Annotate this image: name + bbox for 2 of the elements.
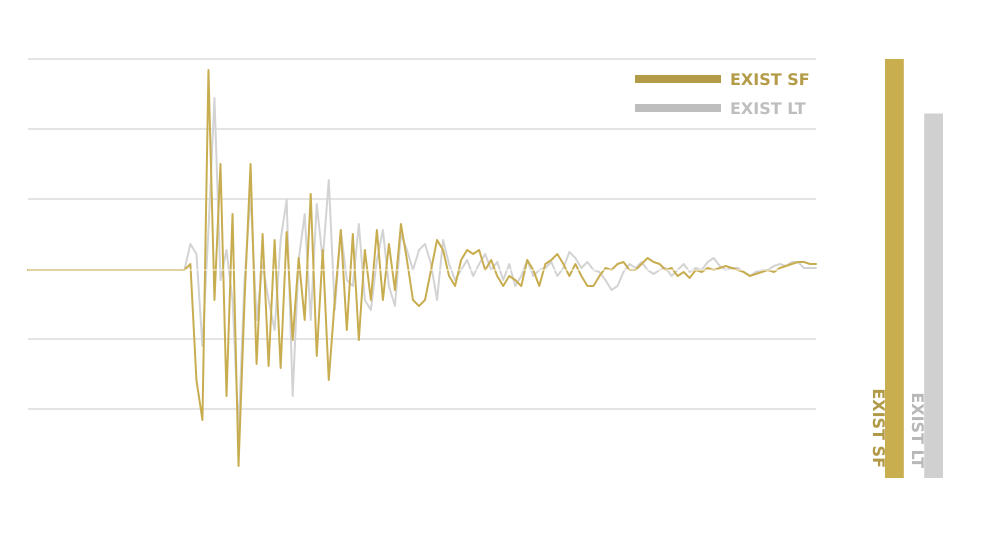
text: EXIST SF bbox=[730, 70, 810, 89]
text: EXIST LT bbox=[730, 99, 806, 118]
